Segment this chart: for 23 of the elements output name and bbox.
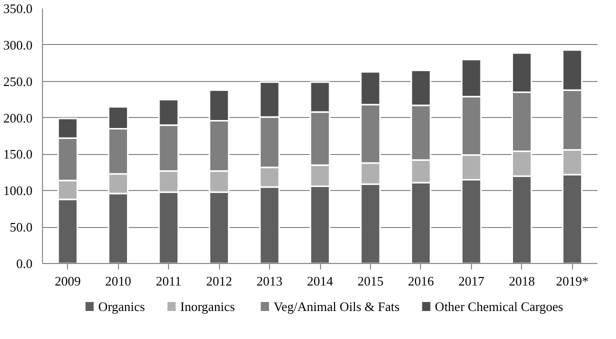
x-tick-label: 2014 [307,274,334,288]
y-tick-label: 50.0 [10,220,32,235]
x-tick-label: 2016 [408,274,434,288]
x-tick-label: 2018 [508,274,535,288]
y-tick-label: 150.0 [3,146,32,162]
legend-label: Organics [98,299,146,314]
legend-label: Veg/Animal Oils & Fats [274,299,400,314]
y-tick-label: 0.0 [16,256,32,271]
x-tick-label: 2013 [256,274,283,288]
legend-label: Inorganics [180,299,235,314]
y-tick-label: 250.0 [3,74,32,89]
x-tick-label: 2010 [105,274,132,288]
y-tick-label: 300.0 [3,37,32,52]
x-tick-label: 2011 [156,274,182,288]
x-tick-label: 2017 [458,274,485,288]
legend-label: Other Chemical Cargoes [434,299,564,314]
y-tick-label: 100.0 [3,183,32,198]
y-tick-label: 350.0 [3,1,32,16]
x-tick-label: 2009 [54,274,81,288]
y-tick-label: 200.0 [3,110,32,126]
x-tick-label: 2015 [357,274,384,288]
x-tick-label: 2019* [556,274,589,288]
x-tick-label: 2012 [206,274,232,288]
